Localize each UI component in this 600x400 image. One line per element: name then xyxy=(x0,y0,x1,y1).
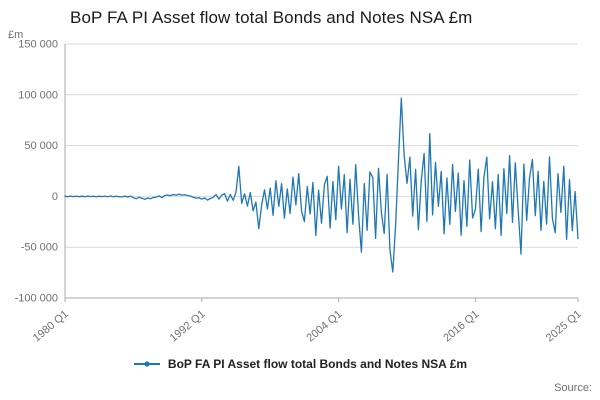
x-tick-label: 1980 Q1 xyxy=(31,308,71,343)
y-tick-label: 100 000 xyxy=(18,89,58,101)
y-axis-unit-label: £m xyxy=(8,29,24,41)
chart-title: BoP FA PI Asset flow total Bonds and Not… xyxy=(70,8,473,27)
y-tick-label: 50 000 xyxy=(24,140,58,152)
legend: BoP FA PI Asset flow total Bonds and Not… xyxy=(0,357,600,371)
y-tick-label: -50 000 xyxy=(21,242,58,254)
x-tick-label: 2004 Q1 xyxy=(304,308,344,343)
y-tick-label: -100 000 xyxy=(15,293,58,305)
y-tick-label: 150 000 xyxy=(18,39,58,51)
legend-dot xyxy=(144,361,150,367)
chart-svg: 150 000 100 000 50 000 0 -50 000 -100 000 1980… xyxy=(15,39,584,344)
x-tick-label: 1992 Q1 xyxy=(168,308,208,343)
data-series-line xyxy=(64,97,579,273)
source-label: Source: xyxy=(554,382,592,394)
legend-label: BoP FA PI Asset flow total Bonds and Not… xyxy=(167,357,468,371)
y-tick-label: 0 xyxy=(52,191,58,203)
x-tick-label: 2025 Q1 xyxy=(544,308,584,343)
x-tick-label: 2016 Q1 xyxy=(441,308,481,343)
legend-line-icon xyxy=(133,361,160,367)
